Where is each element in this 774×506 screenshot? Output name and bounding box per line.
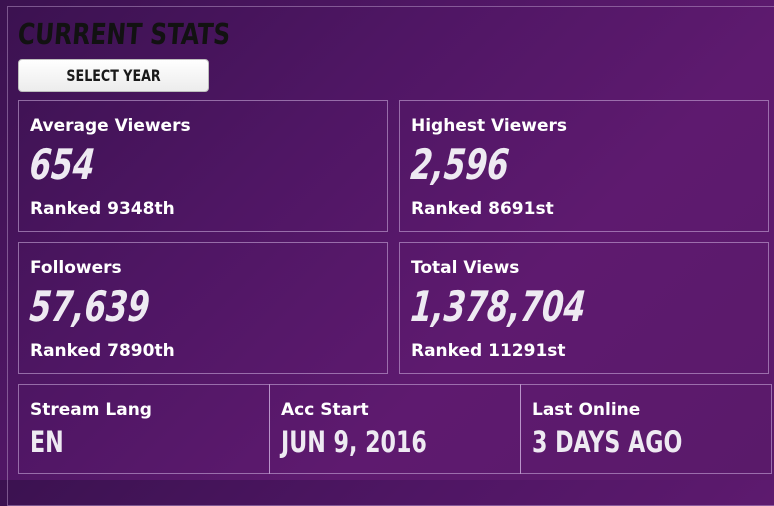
select-year-button[interactable]: SELECT YEAR bbox=[18, 59, 209, 92]
stat-label: Highest Viewers bbox=[411, 116, 567, 136]
info-value: 3 DAYS AGO bbox=[532, 425, 683, 459]
stat-label: Average Viewers bbox=[30, 116, 191, 136]
stat-card-total-views: Total Views 1,378,704 Ranked 11291st bbox=[399, 242, 769, 374]
info-card-acc-start: Acc Start JUN 9, 2016 bbox=[269, 384, 521, 474]
stat-rank: Ranked 7890th bbox=[30, 341, 175, 361]
info-label: Acc Start bbox=[281, 400, 369, 420]
select-year-label: SELECT YEAR bbox=[66, 66, 161, 85]
stat-rank: Ranked 11291st bbox=[411, 341, 566, 361]
stat-rank: Ranked 8691st bbox=[411, 199, 554, 219]
stat-rank: Ranked 9348th bbox=[30, 199, 175, 219]
stat-value: 57,639 bbox=[27, 282, 152, 331]
stat-card-followers: Followers 57,639 Ranked 7890th bbox=[18, 242, 388, 374]
info-value: JUN 9, 2016 bbox=[281, 425, 427, 459]
info-value: EN bbox=[30, 425, 64, 459]
stat-label: Total Views bbox=[411, 258, 520, 278]
stat-label: Followers bbox=[30, 258, 122, 278]
info-card-last-online: Last Online 3 DAYS AGO bbox=[520, 384, 772, 474]
stat-card-highest-viewers: Highest Viewers 2,596 Ranked 8691st bbox=[399, 100, 769, 232]
stat-value: 1,378,704 bbox=[408, 282, 588, 331]
stat-value: 2,596 bbox=[408, 140, 512, 189]
info-label: Stream Lang bbox=[30, 400, 152, 420]
stat-card-average-viewers: Average Viewers 654 Ranked 9348th bbox=[18, 100, 388, 232]
info-label: Last Online bbox=[532, 400, 641, 420]
stat-value: 654 bbox=[27, 140, 97, 189]
page-title: CURRENT STATS bbox=[16, 17, 232, 51]
info-card-stream-lang: Stream Lang EN bbox=[18, 384, 270, 474]
